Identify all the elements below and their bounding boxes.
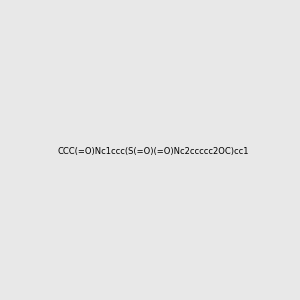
Text: CCC(=O)Nc1ccc(S(=O)(=O)Nc2ccccc2OC)cc1: CCC(=O)Nc1ccc(S(=O)(=O)Nc2ccccc2OC)cc1	[58, 147, 250, 156]
